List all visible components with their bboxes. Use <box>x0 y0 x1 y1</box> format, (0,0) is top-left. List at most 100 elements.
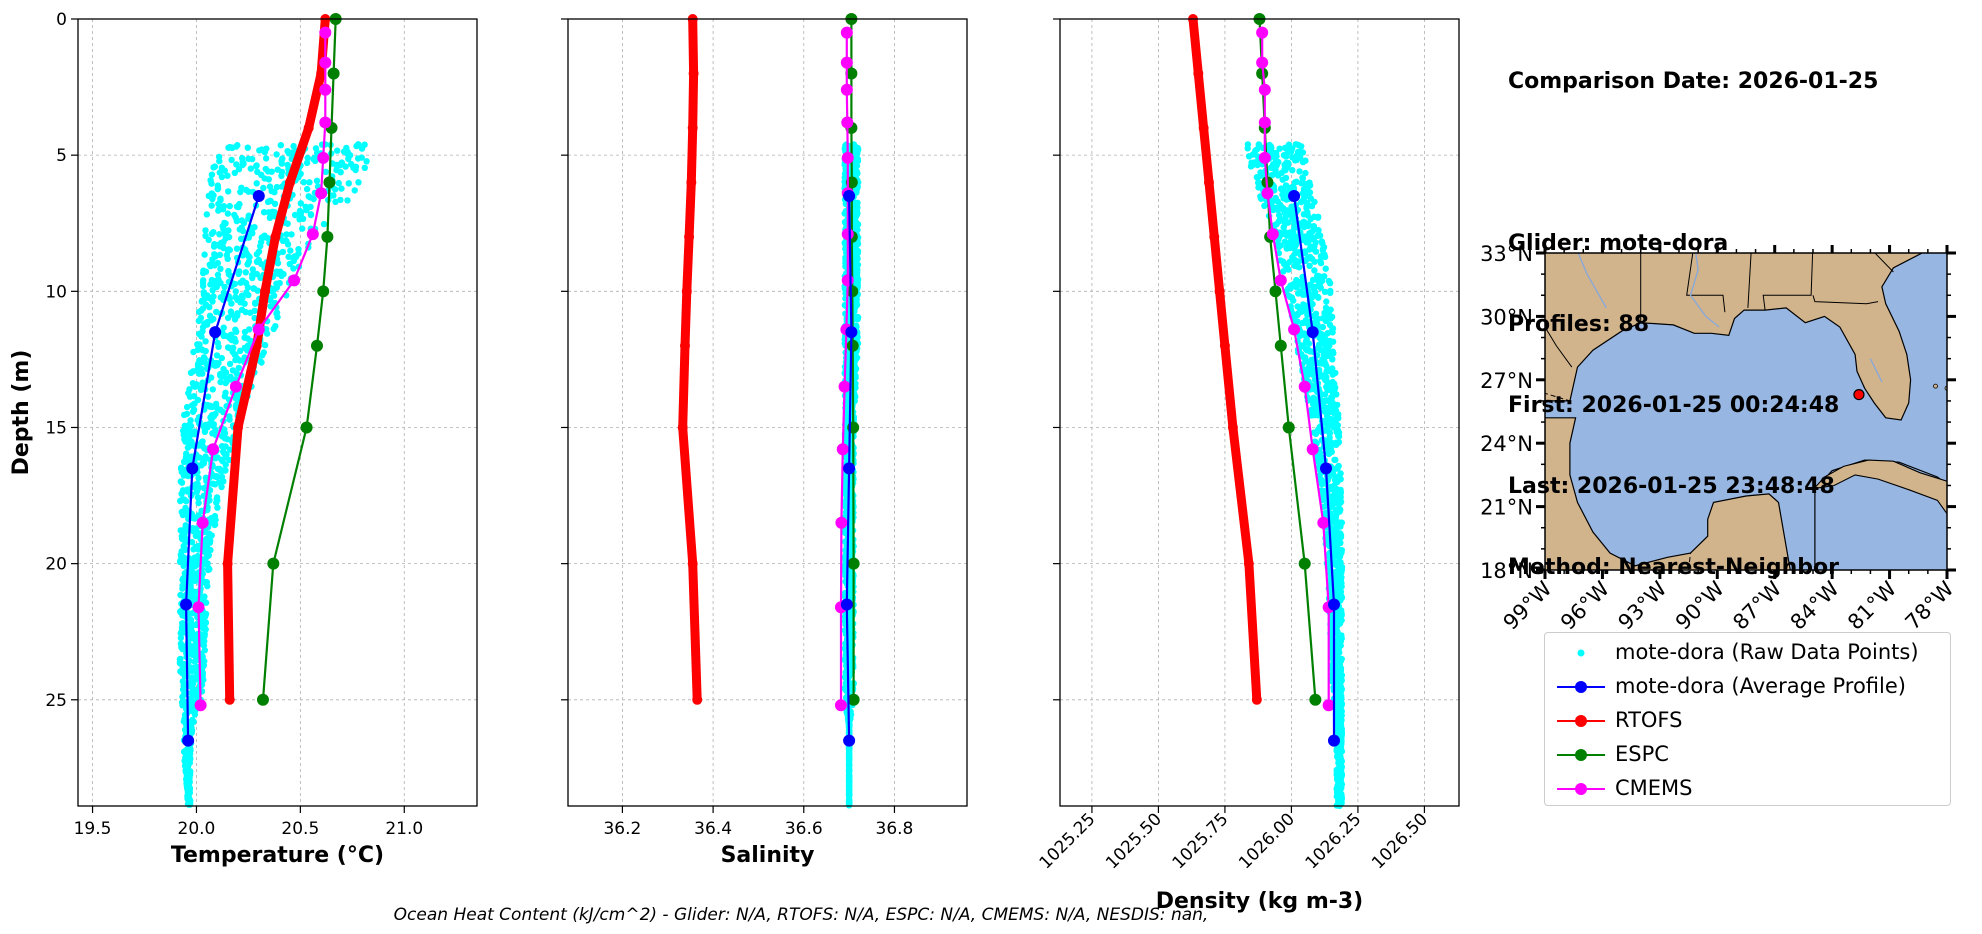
series-marker-cmems <box>1317 516 1330 529</box>
series-marker-cmems <box>838 380 851 393</box>
glider-position-marker <box>1853 388 1865 401</box>
raw-data-point <box>229 348 236 356</box>
raw-data-point <box>235 270 242 277</box>
raw-data-point <box>187 728 195 736</box>
raw-data-point <box>1328 448 1336 456</box>
series-marker-espc <box>300 421 313 434</box>
raw-data-point <box>845 761 853 768</box>
series-marker-cmems <box>1256 56 1269 69</box>
raw-data-point <box>206 565 213 573</box>
raw-data-point <box>224 344 232 351</box>
raw-data-point <box>209 480 217 487</box>
x-tick-label: 1025.25 <box>1036 809 1100 873</box>
raw-data-point <box>1327 306 1334 313</box>
raw-data-point <box>201 355 208 362</box>
raw-data-point <box>307 203 314 211</box>
series-marker-espc <box>327 67 340 80</box>
raw-data-point <box>342 163 349 170</box>
raw-data-point <box>1304 185 1311 192</box>
raw-data-point <box>182 438 189 445</box>
series-marker-cmems <box>315 187 328 200</box>
raw-data-point <box>201 251 208 258</box>
raw-data-point <box>1333 775 1341 783</box>
raw-data-point <box>247 165 254 172</box>
raw-data-point <box>1338 583 1345 590</box>
raw-data-point <box>202 338 209 345</box>
raw-data-point <box>1316 232 1324 239</box>
ocean-heat-content-footer: Ocean Heat Content (kJ/cm^2) - Glider: N… <box>393 905 1209 925</box>
series-marker-cmems <box>840 26 853 39</box>
raw-data-point <box>307 211 315 218</box>
raw-data-point <box>220 332 227 339</box>
raw-data-point <box>1252 147 1259 155</box>
border-line <box>1545 326 1573 368</box>
raw-data-point <box>1299 319 1306 327</box>
raw-data-point <box>200 289 207 296</box>
raw-data-point <box>1314 293 1322 301</box>
raw-data-point <box>261 341 269 349</box>
raw-data-point <box>845 745 853 752</box>
raw-data-point <box>297 170 304 177</box>
series-marker-cmems <box>841 151 854 164</box>
raw-data-point <box>1322 420 1330 427</box>
raw-data-point <box>249 155 256 163</box>
raw-data-point <box>1335 589 1342 597</box>
raw-data-point <box>1328 394 1336 401</box>
island <box>1955 420 1959 424</box>
raw-data-point <box>195 474 202 482</box>
raw-data-point <box>199 438 206 445</box>
series-marker-cmems <box>319 83 332 96</box>
raw-data-point <box>218 456 225 463</box>
raw-data-point <box>225 233 233 241</box>
raw-data-point <box>345 180 352 187</box>
raw-data-point <box>188 723 195 731</box>
raw-data-point <box>1251 159 1258 166</box>
raw-data-point <box>845 781 853 788</box>
raw-data-point <box>201 428 209 435</box>
axes-frame <box>1059 18 1460 807</box>
raw-data-point <box>207 402 214 409</box>
raw-data-point <box>1285 159 1292 167</box>
raw-data-point <box>1331 410 1339 417</box>
raw-data-point <box>225 188 232 195</box>
raw-data-point <box>1322 265 1329 272</box>
x-axis-label: Density (kg m-3) <box>1156 889 1364 914</box>
raw-data-point <box>1302 338 1310 345</box>
raw-data-points <box>176 141 370 808</box>
raw-data-point <box>212 427 219 434</box>
info-line: Glider: mote-dora <box>1508 231 1729 256</box>
x-tick-label: 21.0 <box>385 819 423 839</box>
raw-data-point <box>1291 256 1298 263</box>
raw-data-point <box>195 499 202 507</box>
series-marker-cmems <box>192 601 205 614</box>
raw-data-point <box>213 308 220 316</box>
raw-data-point <box>1327 287 1334 295</box>
river <box>1869 358 1883 383</box>
series-marker-rtofs <box>303 122 314 133</box>
raw-data-point <box>1255 179 1262 186</box>
raw-data-point <box>1289 154 1296 161</box>
raw-data-point <box>1289 167 1296 174</box>
y-tick-label: 15 <box>45 418 67 438</box>
x-tick-label: 1025.75 <box>1169 809 1233 873</box>
raw-data-point <box>1318 277 1326 285</box>
legend-item-raw: mote-dora (Raw Data Points) <box>1545 636 1950 670</box>
series-marker-rtofs <box>224 694 235 705</box>
series-marker-mote-dora <box>843 190 856 203</box>
raw-data-point <box>350 164 357 171</box>
raw-data-point <box>1321 391 1329 398</box>
raw-data-point <box>260 184 267 192</box>
raw-data-point <box>179 585 186 592</box>
raw-data-point <box>1255 141 1263 148</box>
raw-data-point <box>1272 169 1279 176</box>
raw-data-point <box>845 796 853 803</box>
raw-data-point <box>1330 514 1337 521</box>
raw-data-point <box>306 179 313 186</box>
raw-data-point <box>1282 182 1290 189</box>
x-tick-label: 1025.50 <box>1102 809 1166 873</box>
raw-data-point <box>268 168 275 175</box>
series-line-rtofs <box>1188 14 1262 705</box>
raw-data-point <box>1279 191 1286 198</box>
raw-data-point <box>1337 548 1345 555</box>
raw-data-point <box>288 231 295 238</box>
